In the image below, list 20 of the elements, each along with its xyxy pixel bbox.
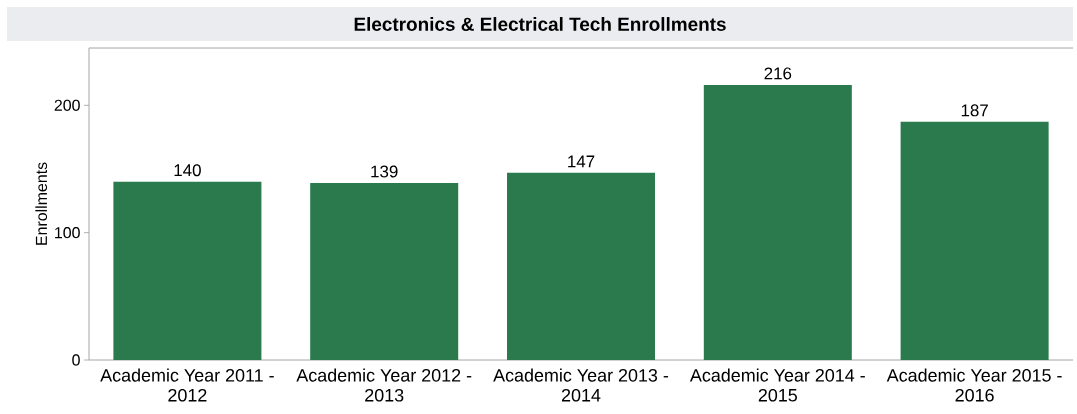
y-axis-title: Enrollments xyxy=(35,162,48,245)
bar xyxy=(310,182,459,360)
x-tick-label: Academic Year 2012 - 2013 xyxy=(296,368,472,402)
x-tick-label: Academic Year 2015 - 2016 xyxy=(886,368,1062,402)
bar xyxy=(113,181,262,360)
chart-title: Electronics & Electrical Tech Enrollments xyxy=(354,17,726,31)
data-label: 147 xyxy=(568,155,595,168)
data-label: 216 xyxy=(764,67,792,80)
x-tick-label: Academic Year 2011 - 2012 xyxy=(100,368,274,402)
y-tick-label: 100 xyxy=(55,227,80,239)
data-label: 187 xyxy=(961,104,988,117)
bar xyxy=(900,121,1049,360)
bar xyxy=(507,172,656,360)
data-label: 140 xyxy=(174,164,201,177)
y-tick-label: 0 xyxy=(72,354,80,366)
bar xyxy=(703,84,852,360)
y-tick-label: 200 xyxy=(54,99,80,111)
x-tick-label: Academic Year 2013 - 2014 xyxy=(493,368,669,402)
data-label: 139 xyxy=(371,165,398,178)
x-tick-label: Academic Year 2014 - 2015 xyxy=(689,368,865,402)
